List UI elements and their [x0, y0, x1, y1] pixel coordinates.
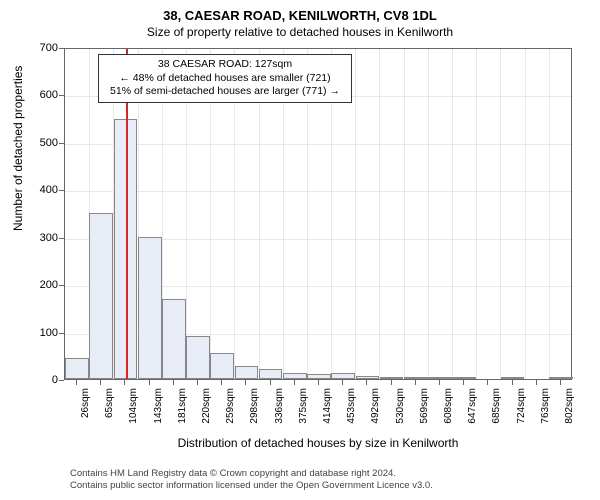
x-tick	[124, 380, 125, 385]
grid-line-v	[549, 49, 550, 379]
histogram-bar	[501, 377, 525, 379]
footer-line2: Contains public sector information licen…	[70, 480, 433, 492]
grid-line-v	[476, 49, 477, 379]
footer-line1: Contains HM Land Registry data © Crown c…	[70, 468, 433, 480]
y-tick-label: 700	[32, 42, 58, 54]
x-tick-label: 685sqm	[491, 388, 502, 438]
histogram-bar	[235, 366, 259, 379]
x-tick	[245, 380, 246, 385]
footer: Contains HM Land Registry data © Crown c…	[70, 468, 433, 493]
x-tick-label: 336sqm	[274, 388, 285, 438]
grid-line-v	[525, 49, 526, 379]
y-tick	[59, 143, 64, 144]
grid-line-h	[65, 191, 571, 192]
annotation-box: 38 CAESAR ROAD: 127sqm ← 48% of detached…	[98, 54, 352, 103]
annotation-line2: ← 48% of detached houses are smaller (72…	[105, 72, 345, 86]
x-tick-label: 259sqm	[225, 388, 236, 438]
x-tick-label: 298sqm	[249, 388, 260, 438]
x-tick-label: 530sqm	[395, 388, 406, 438]
chart-subtitle: Size of property relative to detached ho…	[0, 23, 600, 39]
histogram-bar	[428, 377, 452, 379]
y-tick-label: 600	[32, 89, 58, 101]
x-tick-label: 26sqm	[80, 388, 91, 438]
x-tick	[366, 380, 367, 385]
x-tick-label: 763sqm	[540, 388, 551, 438]
histogram-bar	[65, 358, 89, 379]
annotation-line1: 38 CAESAR ROAD: 127sqm	[105, 58, 345, 72]
x-tick	[463, 380, 464, 385]
x-tick	[197, 380, 198, 385]
y-tick	[59, 238, 64, 239]
x-tick-label: 724sqm	[516, 388, 527, 438]
x-tick	[560, 380, 561, 385]
y-tick	[59, 48, 64, 49]
histogram-bar	[162, 299, 186, 379]
y-tick	[59, 285, 64, 286]
x-tick	[318, 380, 319, 385]
x-tick	[415, 380, 416, 385]
x-tick-label: 453sqm	[346, 388, 357, 438]
x-tick	[270, 380, 271, 385]
y-tick-label: 400	[32, 184, 58, 196]
x-tick-label: 802sqm	[564, 388, 575, 438]
grid-line-v	[404, 49, 405, 379]
x-tick-label: 492sqm	[370, 388, 381, 438]
x-tick-label: 608sqm	[443, 388, 454, 438]
x-tick	[342, 380, 343, 385]
y-tick-label: 200	[32, 279, 58, 291]
x-tick	[512, 380, 513, 385]
x-tick	[391, 380, 392, 385]
x-tick-label: 220sqm	[201, 388, 212, 438]
y-axis-label: Number of detached properties	[11, 211, 25, 231]
y-tick	[59, 95, 64, 96]
x-tick	[487, 380, 488, 385]
grid-line-v	[428, 49, 429, 379]
histogram-bar	[210, 353, 234, 379]
histogram-bar	[404, 377, 428, 379]
histogram-bar	[356, 376, 380, 379]
histogram-bar	[283, 373, 307, 379]
histogram-bar	[307, 374, 331, 379]
y-tick	[59, 380, 64, 381]
x-tick	[173, 380, 174, 385]
grid-line-v	[452, 49, 453, 379]
chart-title: 38, CAESAR ROAD, KENILWORTH, CV8 1DL	[0, 0, 600, 23]
x-tick	[536, 380, 537, 385]
y-tick-label: 100	[32, 327, 58, 339]
x-tick	[439, 380, 440, 385]
x-tick	[76, 380, 77, 385]
y-tick	[59, 190, 64, 191]
x-tick-label: 65sqm	[104, 388, 115, 438]
x-tick	[221, 380, 222, 385]
x-tick-label: 647sqm	[467, 388, 478, 438]
annotation-line3: 51% of semi-detached houses are larger (…	[105, 85, 345, 99]
histogram-bar	[259, 369, 283, 379]
histogram-bar	[452, 377, 476, 379]
histogram-bar	[89, 213, 113, 379]
x-tick	[149, 380, 150, 385]
x-tick	[100, 380, 101, 385]
x-tick-label: 375sqm	[298, 388, 309, 438]
y-tick-label: 0	[32, 374, 58, 386]
y-tick	[59, 333, 64, 334]
x-axis-label: Distribution of detached houses by size …	[64, 436, 572, 450]
grid-line-v	[500, 49, 501, 379]
histogram-bar	[549, 377, 573, 379]
x-tick	[294, 380, 295, 385]
histogram-bar	[331, 373, 355, 379]
grid-line-v	[355, 49, 356, 379]
y-tick-label: 300	[32, 232, 58, 244]
y-tick-label: 500	[32, 137, 58, 149]
x-tick-label: 569sqm	[419, 388, 430, 438]
x-tick-label: 181sqm	[177, 388, 188, 438]
histogram-bar	[186, 336, 210, 379]
grid-line-h	[65, 144, 571, 145]
x-tick-label: 104sqm	[128, 388, 139, 438]
x-tick-label: 143sqm	[153, 388, 164, 438]
histogram-bar	[380, 377, 404, 379]
histogram-bar	[138, 237, 162, 379]
x-tick-label: 414sqm	[322, 388, 333, 438]
grid-line-v	[379, 49, 380, 379]
